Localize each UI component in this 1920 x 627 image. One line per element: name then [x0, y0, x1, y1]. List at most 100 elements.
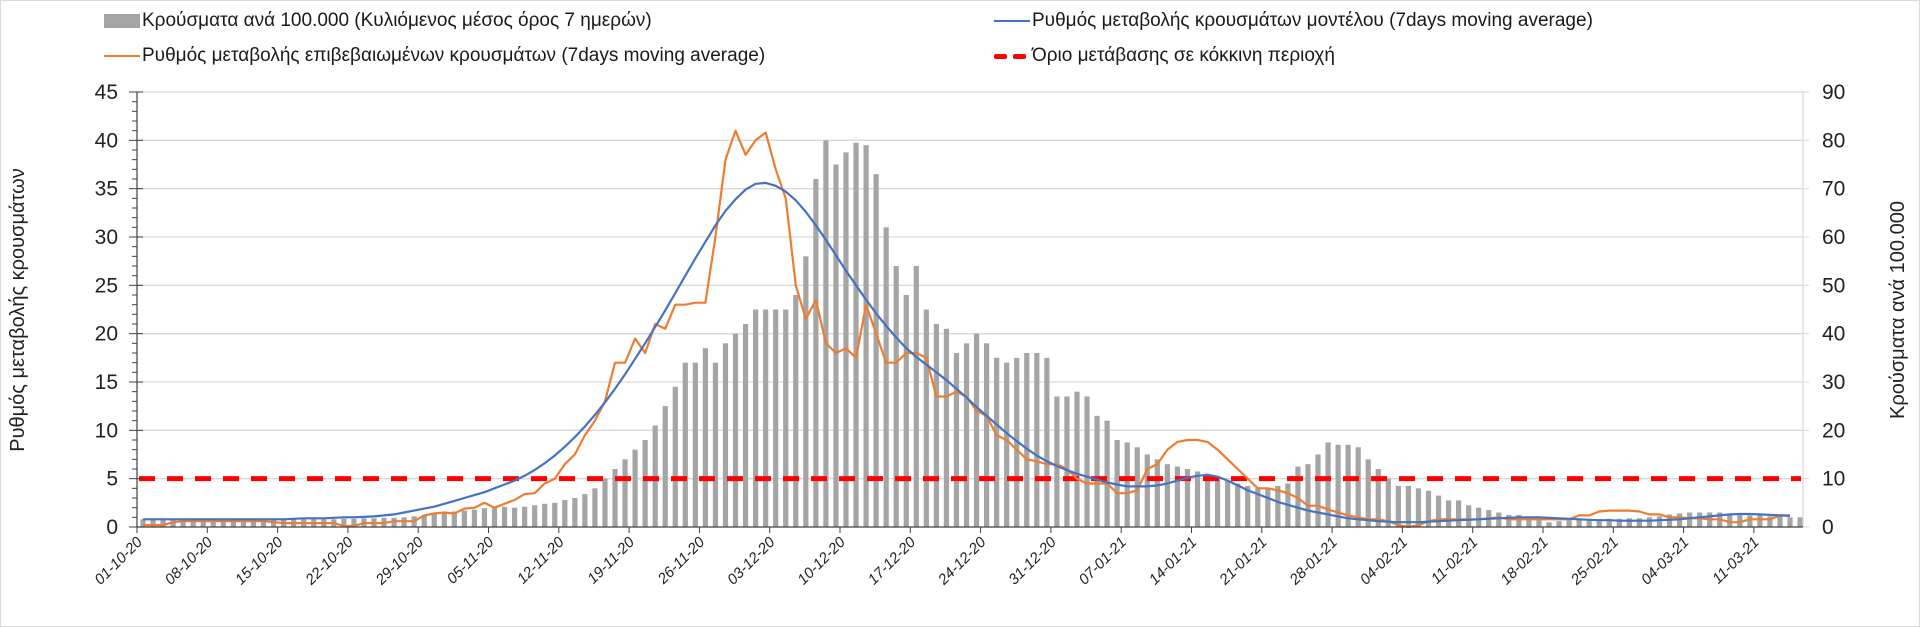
legend-swatch-model: [994, 20, 1030, 22]
bar: [1757, 515, 1763, 527]
legend-swatch-bars: [104, 14, 140, 28]
y-tick-label-left: 25: [95, 274, 118, 297]
bar: [702, 348, 708, 527]
bar: [1245, 485, 1251, 527]
y-tick-label-right: 50: [1822, 274, 1845, 297]
x-tick-label: 01-10-20: [91, 533, 146, 588]
bar-series: [140, 140, 1803, 528]
bar: [1405, 485, 1411, 527]
bar: [1656, 516, 1663, 527]
bar: [1687, 512, 1693, 527]
bar: [913, 266, 919, 527]
bar: [501, 506, 508, 527]
bar: [903, 295, 909, 527]
bar: [973, 333, 980, 527]
bar: [1626, 518, 1632, 527]
bar: [1295, 466, 1301, 527]
bar: [933, 324, 939, 527]
bar: [1064, 396, 1070, 527]
bar: [532, 505, 538, 527]
bar: [1084, 396, 1090, 527]
y-tick-label-left: 35: [95, 178, 118, 201]
bar: [1496, 512, 1502, 527]
bar: [1506, 514, 1512, 527]
y-tick-labels: 0 5 10 15 20 25 30 35 40 45 0 10 20 30 40 50 60 70 80 90: [95, 81, 1846, 539]
bar: [190, 518, 196, 527]
x-tick-label: 21-01-21: [1215, 534, 1270, 589]
bar: [160, 519, 166, 527]
bar: [592, 488, 598, 527]
bar: [1094, 415, 1100, 527]
bar: [1255, 488, 1261, 527]
bar: [200, 518, 206, 527]
x-tick-label: 17-12-20: [865, 533, 920, 588]
y-tick-label-right: 20: [1822, 419, 1845, 442]
bar: [953, 353, 960, 527]
x-tick-label: 03-12-20: [724, 533, 779, 588]
x-tick-label: 12-11-20: [514, 533, 568, 587]
bar: [1325, 442, 1331, 527]
x-tick-label: 08-10-20: [162, 533, 217, 588]
bar: [1034, 353, 1040, 527]
y-tick-label-left: 5: [106, 468, 118, 491]
bar: [1345, 444, 1351, 527]
bar: [1315, 454, 1321, 527]
y-tick-label-right: 90: [1822, 81, 1845, 104]
bar: [471, 509, 478, 527]
bar: [873, 174, 879, 527]
bar: [481, 508, 488, 527]
bar: [984, 343, 990, 527]
bar: [994, 357, 1000, 527]
bar: [1214, 476, 1221, 527]
bar: [943, 328, 950, 527]
x-tick-labels: 01-10-20 08-10-20 15-10-20 22-10-20 29-10-20…: [91, 533, 1762, 589]
bar: [461, 510, 467, 527]
model-rate-line: [143, 181, 1791, 524]
x-tick-label: 18-02-21: [1497, 534, 1551, 588]
bar: [1636, 518, 1642, 527]
legend-item-confirmed: Ρυθμός μεταβολής επιβεβαιωμένων κρουσμάτ…: [104, 45, 765, 67]
x-tick-label: 07-01-21: [1076, 534, 1130, 588]
y-tick-label-left: 0: [106, 516, 118, 539]
y-tick-label-right: 60: [1822, 226, 1845, 249]
x-tick-label: 15-10-20: [232, 533, 287, 588]
bar: [1797, 517, 1803, 527]
legend-label-confirmed: Ρυθμός μεταβολής επιβεβαιωμένων κρουσμάτ…: [142, 45, 766, 66]
bar: [1425, 490, 1432, 527]
bar: [672, 386, 678, 527]
bar: [1024, 353, 1030, 527]
bar: [853, 142, 859, 527]
bar: [602, 478, 608, 527]
legend-item-threshold: Όριο μετάβασης σε κόκκινη περιοχή: [994, 45, 1335, 67]
x-tick-label: 25-02-21: [1567, 534, 1622, 589]
bar: [1184, 469, 1191, 527]
bar: [963, 343, 970, 527]
bar: [1124, 442, 1130, 527]
bar: [753, 309, 759, 527]
y-tick-label-left: 10: [95, 419, 118, 442]
y-tick-label-left: 45: [95, 81, 118, 104]
bar: [140, 519, 146, 527]
bar: [542, 503, 548, 527]
y-tick-label-left: 20: [95, 323, 118, 346]
x-tick-label: 14-01-21: [1146, 534, 1200, 588]
bar: [893, 266, 899, 527]
bar: [662, 406, 668, 527]
bar: [722, 343, 729, 527]
bar: [1435, 495, 1442, 527]
bar: [1556, 521, 1562, 527]
bar: [1014, 357, 1020, 527]
bar: [1204, 473, 1211, 527]
bar: [1275, 485, 1281, 527]
bar: [1235, 483, 1241, 527]
bar: [823, 140, 829, 528]
y-tick-label-left: 40: [95, 129, 118, 152]
bar: [1747, 515, 1753, 527]
bar: [1355, 447, 1361, 527]
y-tick-label-right: 30: [1822, 371, 1845, 394]
y-tick-label-left: 30: [95, 226, 118, 249]
bar: [1074, 391, 1080, 527]
y-tick-label-right: 70: [1822, 178, 1845, 201]
bar: [1546, 522, 1552, 527]
bar: [813, 179, 819, 527]
